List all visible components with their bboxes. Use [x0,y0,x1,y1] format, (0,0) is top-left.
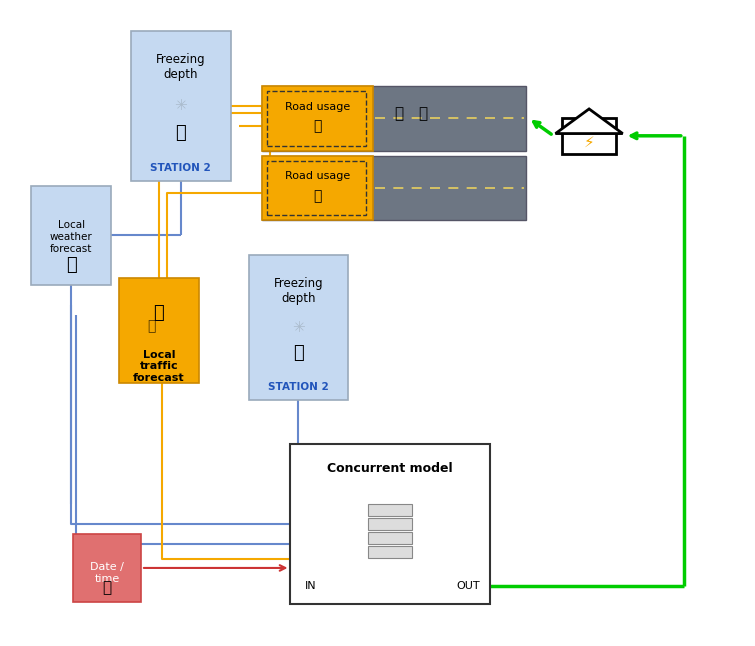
Text: ⛅: ⛅ [66,256,77,275]
Text: Concurrent model: Concurrent model [327,463,453,475]
Bar [263,86,373,151]
Text: ✳: ✳ [174,98,187,114]
Bar [562,118,616,154]
Text: 🕐: 🕐 [103,580,112,596]
Bar [291,444,489,604]
Bar [368,518,411,530]
Bar [368,546,411,558]
Text: STATION 2: STATION 2 [268,382,328,391]
Text: 🟩: 🟩 [293,344,304,362]
Text: Road usage: Road usage [285,101,350,112]
Text: Local
weather
forecast: Local weather forecast [50,220,93,254]
Bar [368,532,411,544]
Polygon shape [556,109,623,134]
Text: Local
traffic
forecast: Local traffic forecast [133,350,185,383]
Text: 🚗: 🚗 [313,189,322,203]
Bar [73,534,141,602]
Text: 🚗: 🚗 [313,119,322,133]
Bar [368,505,411,516]
Text: IN: IN [305,581,317,591]
Bar [32,185,111,285]
Text: 🚦: 🚦 [418,106,427,121]
Text: Road usage: Road usage [285,171,350,182]
Bar [267,161,366,216]
Text: 🚗: 🚗 [146,319,156,333]
Bar [248,255,348,400]
Bar [263,156,526,220]
Bar [263,86,526,151]
Text: ✳: ✳ [292,320,305,335]
Bar [119,278,199,382]
Text: 🚦: 🚦 [394,106,403,121]
Text: Date /
time: Date / time [91,562,124,583]
Bar [131,31,230,181]
Bar [263,156,373,220]
Text: Freezing
depth: Freezing depth [273,277,323,305]
Text: 🟩: 🟩 [175,124,186,142]
Text: Freezing
depth: Freezing depth [156,53,205,81]
Text: 🚗: 🚗 [153,304,165,322]
Bar [267,91,366,146]
Text: STATION 2: STATION 2 [150,163,211,172]
Text: ⚡: ⚡ [584,135,594,150]
Text: OUT: OUT [456,581,479,591]
